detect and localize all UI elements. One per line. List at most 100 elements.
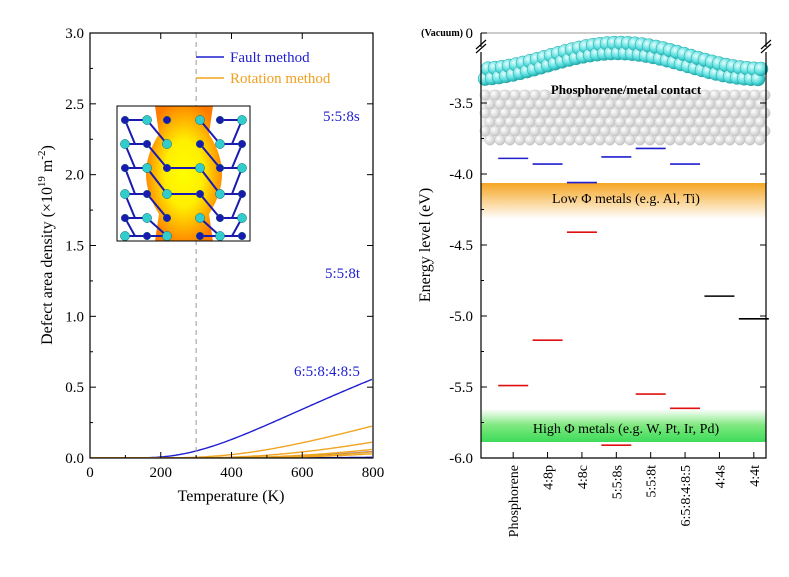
metal-atom — [674, 98, 686, 110]
metal-atom — [724, 98, 736, 110]
metal-atom — [709, 125, 721, 137]
metal-atom — [699, 125, 711, 137]
metal-atom — [654, 98, 666, 110]
metal-atom — [739, 125, 751, 137]
metal-atom — [664, 98, 676, 110]
metal-atom — [659, 125, 671, 137]
metal-atom — [539, 89, 551, 101]
metal-atom — [644, 116, 656, 128]
metal-contact-lattice — [479, 89, 771, 146]
metal-atom — [729, 125, 741, 137]
y-tick-label: 0.5 — [65, 380, 84, 396]
y-tick-label: 2.0 — [65, 168, 84, 184]
metal-atom — [724, 134, 736, 146]
x-tick-label: 0 — [86, 465, 94, 481]
metal-atom — [554, 116, 566, 128]
metal-atom — [634, 116, 646, 128]
metal-atom — [599, 125, 611, 137]
metal-atom — [499, 125, 511, 137]
metal-atom — [589, 125, 601, 137]
metal-atom — [639, 107, 651, 119]
metal-atom — [619, 107, 631, 119]
lattice-atoms — [120, 115, 247, 241]
metal-atom — [519, 125, 531, 137]
metal-atom — [699, 89, 711, 101]
energy-tick-label: -6.0 — [449, 451, 473, 467]
energy-axis-label: Energy level (eV) — [417, 188, 434, 302]
metal-atom — [634, 98, 646, 110]
metal-atom — [659, 107, 671, 119]
metal-atom — [759, 125, 771, 137]
metal-atom — [704, 116, 716, 128]
metal-atom — [494, 134, 506, 146]
energy-tick-label: -3.5 — [449, 96, 473, 112]
metal-atom — [759, 89, 771, 101]
metal-atom — [604, 116, 616, 128]
metal-atom — [649, 107, 661, 119]
metal-atom — [684, 98, 696, 110]
low-phi-label: Low Φ metals (e.g. Al, Ti) — [552, 192, 700, 207]
metal-atom — [489, 107, 501, 119]
metal-atom — [494, 116, 506, 128]
metal-atom — [494, 98, 506, 110]
metal-atom — [524, 134, 536, 146]
metal-atom — [574, 116, 586, 128]
metal-atom — [694, 134, 706, 146]
metal-atom — [579, 125, 591, 137]
metal-atom — [729, 89, 741, 101]
metal-atom — [554, 98, 566, 110]
metal-atom — [499, 89, 511, 101]
metal-atom — [679, 107, 691, 119]
x-tick-label: 200 — [150, 465, 173, 481]
metal-atom — [609, 107, 621, 119]
metal-atom — [574, 134, 586, 146]
metal-atom — [704, 134, 716, 146]
metal-atom — [539, 125, 551, 137]
metal-atom — [544, 116, 556, 128]
energy-tick-label: -5.0 — [449, 309, 473, 325]
category-label: 4:4s — [713, 465, 728, 488]
metal-atom — [644, 134, 656, 146]
y-tick-label: 3.0 — [65, 26, 84, 42]
metal-atom — [584, 134, 596, 146]
axis-break-right — [760, 39, 772, 54]
metal-atom — [484, 98, 496, 110]
category-label: 4:8p — [542, 465, 557, 490]
metal-atom — [754, 98, 766, 110]
metal-atom — [714, 134, 726, 146]
metal-atom — [634, 134, 646, 146]
metal-atom — [744, 98, 756, 110]
metal-atom — [549, 107, 561, 119]
metal-atom — [669, 125, 681, 137]
metal-atom — [504, 134, 516, 146]
metal-atom — [629, 125, 641, 137]
metal-atom — [689, 107, 701, 119]
x-axis-label: Temperature (K) — [178, 488, 285, 505]
category-label: 5:5:8t — [645, 465, 660, 498]
metal-atom — [569, 125, 581, 137]
metal-atom — [694, 116, 706, 128]
metal-atom — [594, 134, 606, 146]
metal-atom — [614, 116, 626, 128]
metal-atom — [624, 116, 636, 128]
metal-atom — [519, 107, 531, 119]
category-labels: Phosphorene 4:8p 4:8c 5:5:8s 5:5:8t 6:5:8:4:8… — [507, 452, 763, 537]
metal-atom — [529, 125, 541, 137]
y-tick-label: 1.0 — [65, 309, 84, 325]
metal-atom — [689, 125, 701, 137]
y-tick-label: 1.5 — [65, 239, 84, 255]
metal-atom — [564, 116, 576, 128]
contact-label: Phosphorene/metal contact — [551, 82, 702, 97]
metal-atom — [509, 89, 521, 101]
category-label: 6:5:8:4:8:5 — [679, 465, 694, 526]
metal-atom — [694, 98, 706, 110]
metal-atom — [544, 98, 556, 110]
legend: Fault method Rotation method — [196, 50, 331, 87]
metal-atom — [684, 116, 696, 128]
metal-atom — [724, 116, 736, 128]
metal-atom — [669, 107, 681, 119]
metal-atom — [544, 134, 556, 146]
metal-atom — [654, 134, 666, 146]
metal-atom — [534, 134, 546, 146]
category-label: Phosphorene — [507, 465, 522, 537]
